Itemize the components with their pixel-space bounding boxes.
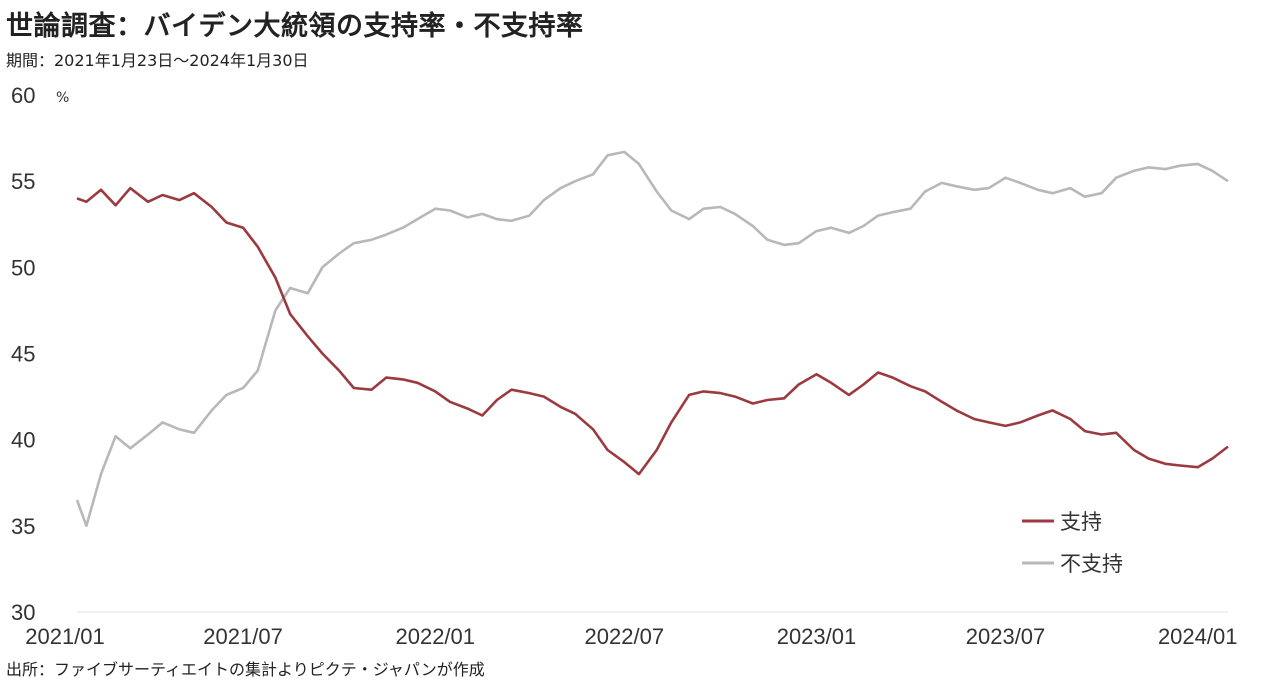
y-axis-unit: % bbox=[56, 90, 69, 106]
chart-period: 期間：2021年1月23日～2024年1月30日 bbox=[6, 51, 309, 70]
chart-title: 世論調査：バイデン大統領の支持率・不支持率 bbox=[6, 11, 584, 42]
y-tick-label: 55 bbox=[11, 169, 35, 194]
y-tick-label: 35 bbox=[11, 514, 35, 539]
series-line-approve bbox=[76, 186, 1229, 476]
y-tick-label: 40 bbox=[11, 428, 35, 453]
y-axis-ticks: 30 35 40 45 50 55 60 bbox=[11, 83, 35, 625]
y-tick-label: 30 bbox=[11, 600, 35, 625]
series-line-disapprove bbox=[75, 150, 1229, 528]
y-tick-label: 45 bbox=[11, 342, 35, 367]
source-note: 出所：ファイブサーティエイトの集計よりピクテ・ジャパンが作成 bbox=[6, 660, 485, 679]
x-tick-label: 2021/07 bbox=[203, 624, 283, 649]
legend-label: 不支持 bbox=[1060, 552, 1123, 576]
x-tick-label: 2023/01 bbox=[777, 624, 857, 649]
x-tick-label: 2022/01 bbox=[395, 624, 475, 649]
legend-label: 支持 bbox=[1060, 510, 1102, 534]
series-lines bbox=[75, 150, 1229, 528]
x-tick-label: 2023/07 bbox=[966, 624, 1046, 649]
y-tick-label: 50 bbox=[11, 255, 35, 280]
x-tick-label: 2021/01 bbox=[25, 624, 105, 649]
y-tick-label: 60 bbox=[11, 83, 35, 108]
x-tick-label: 2022/07 bbox=[585, 624, 665, 649]
x-tick-label: 2024/01 bbox=[1158, 624, 1238, 649]
x-axis-ticks: 2021/01 2021/07 2022/01 2022/07 2023/01 2023/… bbox=[25, 624, 1237, 649]
